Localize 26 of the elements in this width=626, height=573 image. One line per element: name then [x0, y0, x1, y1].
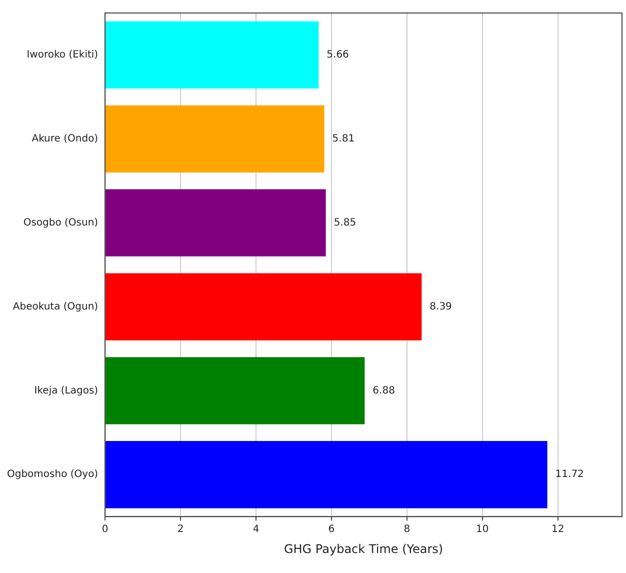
x-tick-label: 4: [252, 524, 260, 536]
x-tick-label: 2: [177, 524, 184, 536]
bar: [106, 273, 422, 340]
data-label: 11.72: [555, 469, 584, 480]
y-tick-label: Iworoko (Ekiti): [26, 50, 98, 61]
data-label: 5.66: [326, 50, 349, 61]
y-tick-label: Ogbomosho (Oyo): [6, 469, 98, 480]
bar: [106, 21, 319, 89]
data-label: 6.88: [372, 385, 395, 396]
x-tick-label: 10: [476, 524, 489, 536]
x-tick-label: 8: [404, 524, 410, 536]
y-tick-label: Osogbo (Osun): [23, 217, 98, 228]
data-label: 5.81: [332, 133, 355, 144]
y-tick-label: Ikeja (Lagos): [34, 385, 98, 396]
data-label: 5.85: [334, 217, 356, 228]
data-label: 8.39: [430, 301, 452, 312]
bar: [106, 105, 324, 172]
y-tick-label: Abeokuta (Ogun): [12, 301, 98, 312]
x-tick-label: 12: [551, 524, 564, 536]
x-axis-title: GHG Payback Time (Years): [284, 542, 444, 556]
x-tick-label: 0: [102, 524, 108, 536]
bar: [106, 189, 326, 256]
x-tick-label: 6: [328, 524, 335, 536]
y-tick-label: Akure (Ondo): [32, 133, 98, 144]
bar: [106, 441, 548, 508]
bar: [106, 357, 365, 424]
